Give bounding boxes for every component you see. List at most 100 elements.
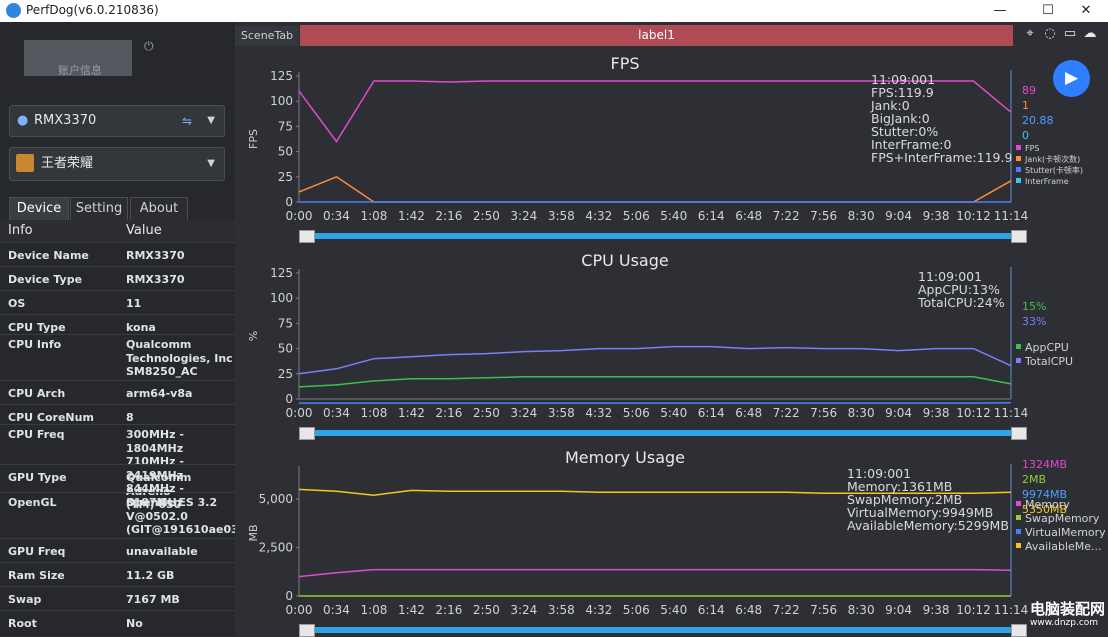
x-tick-label: 6:14: [698, 209, 725, 223]
tab-device[interactable]: Device: [9, 197, 69, 220]
current-value: 20.88: [1022, 114, 1054, 127]
cpu-time-slider[interactable]: [299, 428, 1027, 438]
x-tick-label: 9:38: [923, 603, 950, 617]
legend-swatch: [1016, 156, 1021, 161]
legend-label: SwapMemory: [1025, 512, 1100, 525]
device-select[interactable]: ● RMX3370 ⇋ ▼: [9, 105, 225, 137]
x-tick-label: 7:22: [773, 406, 800, 420]
game-icon: [16, 154, 34, 172]
row-key: OS: [8, 297, 25, 310]
y-tick-label: 125: [270, 266, 293, 280]
legend-swatch: [1016, 515, 1021, 520]
app-select[interactable]: 王者荣耀 ▼: [9, 147, 225, 181]
fps-y-axis-label: FPS: [247, 129, 260, 149]
legend-swatch: [1016, 529, 1021, 534]
legend-label: Stutter(卡顿率): [1025, 165, 1083, 175]
current-value: 2MB: [1022, 473, 1046, 486]
y-tick-label: 2,500: [259, 541, 293, 555]
account-info-label[interactable]: 账户信息: [58, 62, 102, 78]
table-row: CPU Info Qualcomm Technologies, Inc SM825…: [0, 334, 235, 381]
y-tick-label: 100: [270, 291, 293, 305]
row-value: kona: [126, 321, 236, 335]
power-icon[interactable]: ⏻: [144, 39, 154, 54]
x-tick-label: 5:06: [623, 603, 650, 617]
x-tick-label: 1:08: [360, 209, 387, 223]
x-tick-label: 4:32: [585, 209, 612, 223]
x-tick-label: 7:22: [773, 603, 800, 617]
wifi-link-icon[interactable]: ⇋: [182, 106, 192, 136]
minimize-button[interactable]: —: [978, 0, 1022, 22]
close-button[interactable]: ✕: [1064, 0, 1108, 22]
x-tick-label: 7:22: [773, 209, 800, 223]
slider-end-handle[interactable]: [1011, 427, 1027, 440]
row-value: RMX3370: [126, 273, 236, 287]
watermark-url: www.dnzp.com: [1030, 618, 1098, 628]
memory-chart-title: Memory Usage: [565, 448, 685, 467]
slider-start-handle[interactable]: [299, 427, 315, 440]
row-value: 11: [126, 297, 236, 311]
x-tick-label: 0:34: [323, 209, 350, 223]
slider-track: [307, 233, 1019, 239]
tooltip-line: FPS+InterFrame:119.9: [871, 150, 1012, 165]
slider-end-handle[interactable]: [1011, 624, 1027, 637]
row-key: CPU Info: [8, 338, 61, 351]
x-tick-label: 6:14: [698, 603, 725, 617]
x-tick-label: 5:40: [660, 209, 687, 223]
x-tick-label: 0:00: [286, 406, 313, 420]
row-key: CPU Freq: [8, 428, 64, 441]
current-value: 1: [1022, 99, 1029, 112]
row-value: Qualcomm Technologies, Inc SM8250_AC: [126, 338, 236, 379]
x-tick-label: 10:12: [956, 603, 991, 617]
x-tick-label: 2:50: [473, 209, 500, 223]
legend-label: Memory: [1025, 498, 1070, 511]
series-line-TotalCPU: [299, 347, 1011, 374]
legend-label: AvailableMe...: [1025, 540, 1102, 553]
x-tick-label: 2:50: [473, 406, 500, 420]
x-tick-label: 8:30: [848, 209, 875, 223]
chevron-down-icon: ▼: [207, 148, 215, 180]
row-key: CPU Arch: [8, 387, 65, 400]
x-tick-label: 1:08: [360, 406, 387, 420]
x-tick-label: 0:00: [286, 209, 313, 223]
fps-time-slider[interactable]: [299, 231, 1027, 241]
x-tick-label: 10:12: [956, 209, 991, 223]
row-key: OpenGL: [8, 496, 57, 509]
tab-about[interactable]: About: [130, 197, 188, 220]
x-tick-label: 6:48: [735, 209, 762, 223]
x-tick-label: 9:04: [885, 209, 912, 223]
current-value: 1324MB: [1022, 458, 1067, 471]
tab-setting[interactable]: Setting: [70, 197, 128, 220]
x-tick-label: 11:14: [994, 406, 1029, 420]
x-tick-label: 9:04: [885, 603, 912, 617]
slider-start-handle[interactable]: [299, 624, 315, 637]
x-tick-label: 0:34: [323, 406, 350, 420]
row-value: No: [126, 617, 236, 631]
row-value: arm64-v8a: [126, 387, 236, 401]
slider-end-handle[interactable]: [1011, 230, 1027, 243]
row-value: unavailable: [126, 545, 236, 559]
y-tick-label: 0: [285, 589, 293, 603]
legend-swatch: [1016, 543, 1021, 548]
row-key: Device Name: [8, 249, 89, 262]
x-tick-label: 2:16: [435, 406, 462, 420]
x-tick-label: 4:32: [585, 603, 612, 617]
slider-start-handle[interactable]: [299, 230, 315, 243]
x-tick-label: 4:32: [585, 406, 612, 420]
legend-label: Jank(卡顿次数): [1024, 154, 1080, 164]
x-tick-label: 0:34: [323, 603, 350, 617]
x-tick-label: 2:50: [473, 603, 500, 617]
chevron-down-icon: ▼: [207, 106, 215, 136]
x-tick-label: 1:42: [398, 603, 425, 617]
memory-time-slider[interactable]: [299, 625, 1027, 635]
legend-swatch: [1016, 145, 1021, 150]
y-tick-label: 25: [278, 367, 293, 381]
y-tick-label: 50: [278, 342, 293, 356]
cpu-y-axis-label: %: [247, 331, 260, 341]
x-tick-label: 0:00: [286, 603, 313, 617]
column-header-value: Value: [126, 223, 162, 238]
